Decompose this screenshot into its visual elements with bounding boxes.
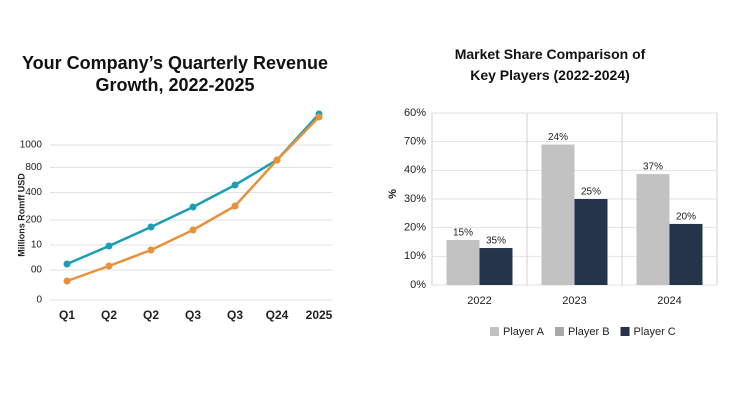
bar bbox=[574, 199, 608, 285]
data-label: 37% bbox=[643, 162, 663, 173]
chart-title: Your Company’s Quarterly Revenue Growth,… bbox=[21, 53, 329, 95]
data-label: 20% bbox=[676, 212, 696, 223]
y-tick-label: 10% bbox=[404, 250, 426, 262]
y-tick-label: 0% bbox=[410, 279, 426, 291]
data-label: 15% bbox=[453, 228, 473, 239]
y-tick-label: 1000 bbox=[20, 140, 43, 151]
legend-label: Player A bbox=[503, 326, 545, 338]
y-tick-label: 400 bbox=[25, 187, 42, 198]
x-tick-label: Q2 bbox=[101, 308, 117, 322]
x-tick-label: 2025 bbox=[306, 308, 333, 322]
point bbox=[63, 277, 71, 285]
y-tick-label: 60% bbox=[404, 107, 426, 119]
x-tick-label: Q3 bbox=[185, 308, 201, 322]
point bbox=[147, 223, 155, 231]
x-tick-label: Q2 bbox=[143, 308, 159, 322]
legend-swatch bbox=[554, 327, 564, 336]
point bbox=[147, 246, 155, 254]
point bbox=[105, 242, 113, 250]
point bbox=[231, 181, 239, 189]
point bbox=[189, 203, 197, 211]
bar bbox=[479, 248, 513, 285]
x-tick-label: 2024 bbox=[657, 295, 681, 307]
x-tick-label: Q24 bbox=[266, 308, 289, 322]
point bbox=[231, 202, 239, 210]
point bbox=[189, 226, 197, 234]
y-tick-label: 00 bbox=[31, 265, 43, 276]
bar bbox=[541, 144, 575, 285]
y-tick-label: 70% bbox=[404, 136, 426, 148]
bar bbox=[636, 174, 670, 285]
y-tick-label: 200 bbox=[25, 215, 42, 226]
bar bbox=[669, 223, 703, 285]
x-tick-label: Q3 bbox=[227, 308, 243, 322]
chart-title: Market Share Comparison of Key Players (… bbox=[454, 46, 646, 83]
y-tick-label: 800 bbox=[25, 162, 42, 173]
x-tick-label: Q1 bbox=[59, 308, 75, 322]
point bbox=[63, 260, 71, 268]
y-axis-label: Millions Romff USD bbox=[16, 173, 26, 257]
line bbox=[66, 113, 320, 266]
y-tick-label: 30% bbox=[404, 193, 426, 205]
point bbox=[105, 262, 113, 270]
x-tick-label: 2023 bbox=[562, 295, 586, 307]
y-tick-label: 20% bbox=[404, 222, 426, 234]
y-axis-label: % bbox=[387, 189, 399, 199]
point bbox=[315, 113, 323, 121]
point bbox=[273, 156, 281, 164]
y-tick-label: 10 bbox=[31, 240, 43, 251]
bar bbox=[446, 239, 480, 285]
y-tick-label: 0 bbox=[36, 295, 42, 306]
x-tick-label: 2022 bbox=[467, 295, 491, 307]
data-label: 24% bbox=[548, 132, 568, 143]
line bbox=[66, 116, 320, 283]
legend-label: Player B bbox=[568, 326, 610, 338]
y-tick-label: 40% bbox=[404, 164, 426, 176]
data-label: 25% bbox=[581, 187, 601, 198]
data-label: 35% bbox=[486, 236, 506, 247]
legend-label: Player C bbox=[634, 326, 676, 338]
legend-swatch bbox=[620, 327, 630, 336]
legend-swatch bbox=[490, 327, 499, 336]
